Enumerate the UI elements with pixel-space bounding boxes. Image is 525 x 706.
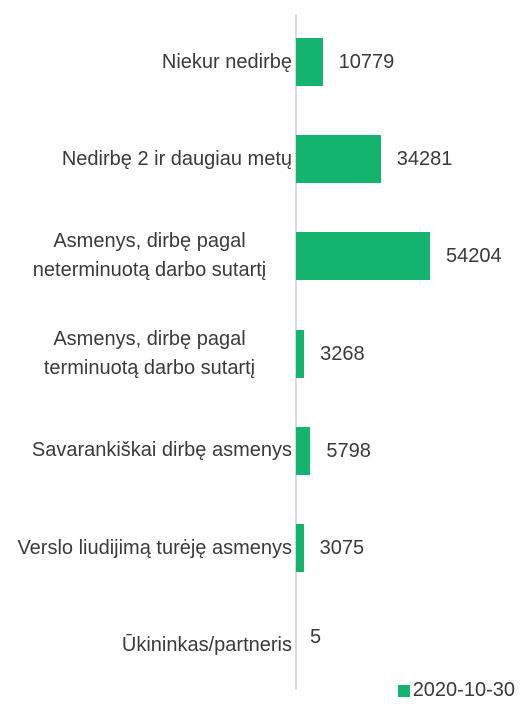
value-label: 5798 [326, 439, 371, 462]
value-label: 10779 [338, 51, 395, 73]
category-label-box: Niekur nedirbę [2, 14, 292, 110]
category-label: Asmenys, dirbę pagal neterminuotą darbo … [32, 230, 267, 282]
category-label-box: Asmenys, dirbę pagal neterminuotą darbo … [2, 208, 292, 304]
bar [296, 329, 305, 378]
value-label: 5 [310, 626, 322, 649]
bar [296, 135, 381, 184]
category-label-box: Verslo liudijimą turėję asmenys [2, 500, 292, 596]
category-label-box: Nedirbę 2 ir daugiau metų [2, 111, 292, 207]
category-label-box: Asmenys, dirbę pagal terminuotą darbo su… [2, 306, 292, 402]
legend: 2020-10-30 [397, 679, 515, 702]
bar [296, 426, 311, 475]
category-label: Ūkininkas/partneris [121, 633, 292, 656]
category-label-box: Ūkininkas/partneris [2, 597, 292, 693]
value-label: 3268 [320, 342, 365, 365]
category-label: Niekur nedirbę [161, 50, 292, 73]
legend-label: 2020-10-30 [412, 679, 515, 701]
category-label: Verslo liudijimą turėję asmenys [17, 536, 292, 559]
legend-swatch [397, 684, 410, 697]
value-label: 34281 [396, 148, 453, 171]
value-label: 3075 [319, 537, 365, 559]
category-label: Asmenys, dirbę pagal terminuotą darbo su… [43, 327, 256, 379]
category-label-box: Savarankiškai dirbę asmenys [2, 403, 292, 499]
bar [296, 232, 430, 281]
category-label: Savarankiškai dirbę asmenys [31, 439, 292, 462]
category-label: Nedirbę 2 ir daugiau metų [61, 147, 292, 170]
value-label: 54204 [446, 245, 502, 268]
bar [296, 524, 304, 572]
bar [296, 38, 323, 86]
